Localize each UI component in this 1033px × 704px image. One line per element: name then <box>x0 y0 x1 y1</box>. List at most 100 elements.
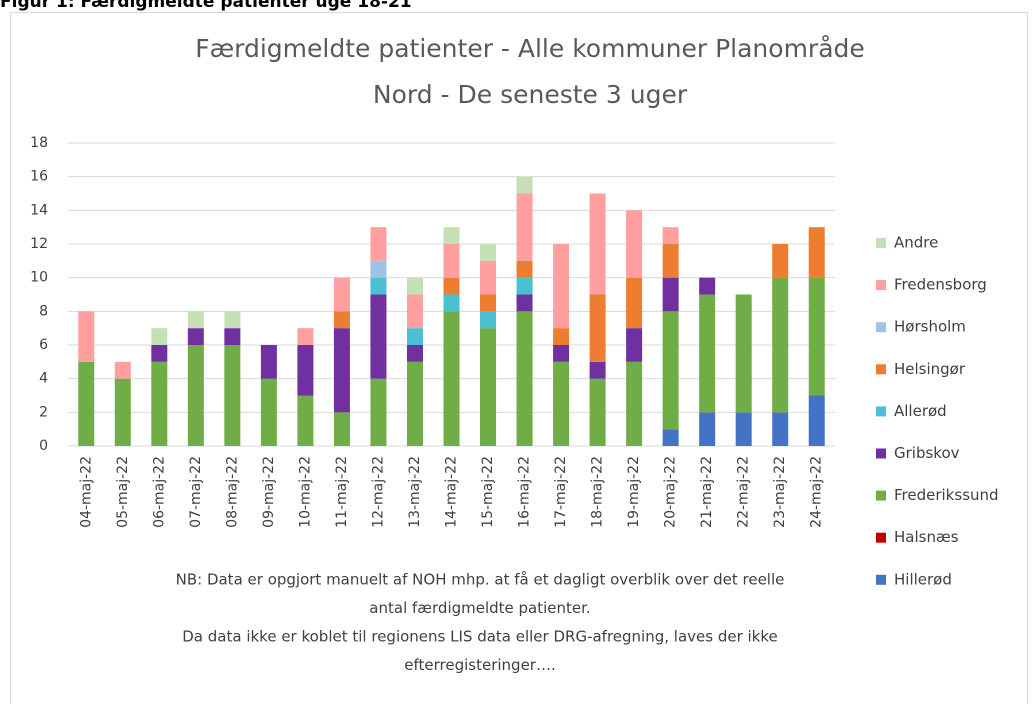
x-tick-label: 09-maj-22 <box>261 456 277 528</box>
bar-segment <box>187 345 204 446</box>
bar-segment <box>443 311 460 446</box>
y-tick-label: 8 <box>39 303 48 319</box>
legend-swatch <box>876 238 886 248</box>
bar-segment <box>480 260 497 295</box>
legend-label: Andre <box>894 234 938 252</box>
bar-segment <box>151 328 168 345</box>
bar-segment <box>151 361 168 446</box>
legend-swatch <box>876 406 886 417</box>
y-tick-label: 12 <box>30 236 48 252</box>
legend-swatch <box>876 532 886 543</box>
bar-segment <box>662 429 679 446</box>
legend-label: Allerød <box>894 402 947 420</box>
bar-segment <box>333 328 350 413</box>
x-tick-label: 17-maj-22 <box>553 456 569 528</box>
note: Da data ikke er koblet til regionens LIS… <box>182 628 778 646</box>
bar-segment <box>443 244 460 278</box>
x-tick-label: 12-maj-22 <box>370 456 386 528</box>
x-tick-label: 08-maj-22 <box>224 456 240 528</box>
legend-label: Hillerød <box>894 570 952 588</box>
bar-segment <box>699 277 716 295</box>
bar-segment <box>589 193 606 295</box>
bar-segment <box>553 345 570 362</box>
bar-segment <box>699 294 716 413</box>
bar-segment <box>626 361 643 446</box>
bar-segment <box>443 227 460 244</box>
bar-segment <box>480 311 497 329</box>
legend-swatch <box>876 364 886 375</box>
bar-segment <box>772 244 789 278</box>
bar-segment <box>553 244 570 329</box>
bar-segment <box>187 311 204 329</box>
note: antal færdigmeldte patienter. <box>369 599 590 617</box>
bar-segment <box>78 361 95 446</box>
bar-segment <box>224 311 241 329</box>
x-tick-label: 13-maj-22 <box>407 456 423 528</box>
x-tick-label: 06-maj-22 <box>151 456 167 528</box>
bar-segment <box>626 328 643 362</box>
legend-label: Halsnæs <box>894 528 959 546</box>
bar-segment <box>808 395 825 446</box>
chart-title: Nord - De seneste 3 uger <box>373 80 688 109</box>
bar-segment <box>370 260 387 278</box>
chart-title: Færdigmeldte patienter - Alle kommuner P… <box>195 34 865 63</box>
bar-segment <box>406 361 423 446</box>
y-tick-label: 0 <box>39 438 48 454</box>
y-tick-label: 4 <box>39 371 48 387</box>
note: efterregisteringer…. <box>404 656 555 674</box>
bar-segment <box>333 277 350 312</box>
bar-segment <box>480 328 497 446</box>
heading: Figur 1: Færdigmeldte patienter uge 18-2… <box>0 0 412 12</box>
y-tick-label: 2 <box>39 404 48 420</box>
bar-segment <box>406 345 423 362</box>
bar-segment <box>589 361 606 379</box>
legend-label: Hørsholm <box>894 318 966 336</box>
legend-label: Helsingør <box>894 360 966 378</box>
bar-segment <box>260 378 277 446</box>
bar-segment <box>187 328 204 345</box>
bar-segment <box>443 294 460 312</box>
x-tick-label: 18-maj-22 <box>590 456 606 528</box>
legend-label: Gribskov <box>894 444 960 462</box>
bar-segment <box>662 277 679 312</box>
bar-segment <box>151 345 168 362</box>
legend-swatch <box>876 490 886 501</box>
x-tick-label: 10-maj-22 <box>297 456 313 528</box>
bar-segment <box>735 294 752 413</box>
bar-segment <box>516 294 533 312</box>
x-tick-label: 07-maj-22 <box>188 456 204 528</box>
y-tick-label: 18 <box>30 135 48 151</box>
y-tick-label: 14 <box>30 202 48 218</box>
x-tick-label: 21-maj-22 <box>699 456 715 528</box>
legend-swatch <box>876 280 886 291</box>
x-tick-label: 15-maj-22 <box>480 456 496 528</box>
legend-swatch <box>876 322 886 333</box>
bar-segment <box>406 277 423 295</box>
bar-segment <box>699 412 716 446</box>
x-tick-label: 11-maj-22 <box>334 456 350 528</box>
bar-segment <box>370 294 387 379</box>
bar-segment <box>516 311 533 446</box>
x-tick-label: 22-maj-22 <box>736 456 752 528</box>
bar-segment <box>333 311 350 329</box>
bar-segment <box>735 412 752 446</box>
bar-segment <box>589 294 606 362</box>
bar-segment <box>772 412 789 446</box>
x-tick-label: 23-maj-22 <box>772 456 788 528</box>
bar-segment <box>626 277 643 329</box>
bar-segment <box>333 412 350 446</box>
bar-segment <box>406 328 423 345</box>
bar-segment <box>626 210 643 278</box>
bar-segment <box>772 277 789 413</box>
bar-segment <box>808 227 825 278</box>
x-tick-label: 05-maj-22 <box>115 456 131 528</box>
bar-segment <box>516 176 533 194</box>
bar-segment <box>480 244 497 261</box>
bar-segment <box>553 361 570 446</box>
legend-label: Frederikssund <box>894 486 999 504</box>
bar-segment <box>662 244 679 278</box>
bar-segment <box>516 277 533 295</box>
bar-segment <box>480 294 497 312</box>
